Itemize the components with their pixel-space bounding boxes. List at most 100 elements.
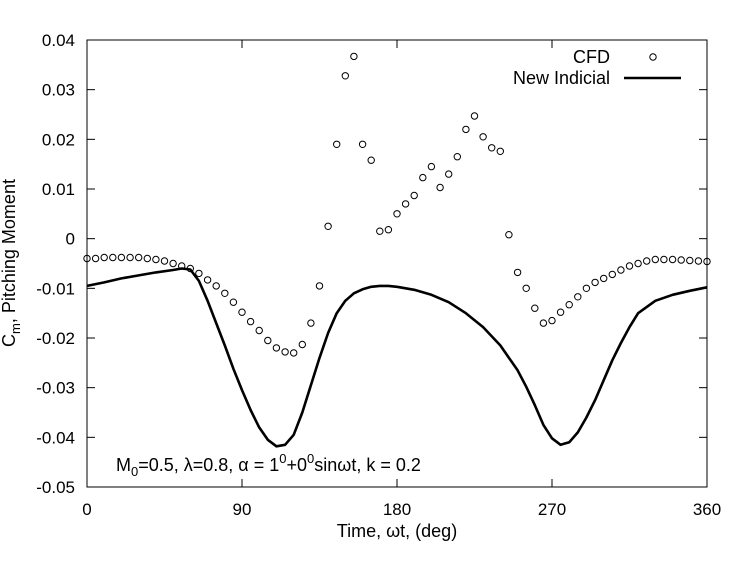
series-line-new-indicial bbox=[86, 267, 708, 448]
cfd-point bbox=[298, 340, 306, 349]
cfd-point bbox=[522, 284, 530, 292]
cfd-point bbox=[358, 140, 367, 149]
cfd-point bbox=[548, 316, 556, 325]
cfd-point bbox=[341, 72, 349, 80]
cfd-point bbox=[264, 336, 272, 345]
cfd-point bbox=[238, 308, 246, 316]
annotation-sup-2: 0 bbox=[307, 451, 314, 466]
y-axis-title-rest: , Pitching Moment bbox=[0, 179, 19, 323]
cfd-point bbox=[488, 144, 496, 152]
cfd-point bbox=[427, 162, 436, 171]
cfd-point bbox=[376, 227, 384, 235]
cfd-point bbox=[160, 257, 169, 265]
y-axis-title-main: C bbox=[0, 334, 19, 347]
cfd-point bbox=[203, 276, 212, 284]
cfd-point bbox=[212, 282, 220, 290]
cfd-point bbox=[600, 274, 608, 283]
legend: CFD New Indicial bbox=[513, 47, 681, 88]
legend-label-new-indicial: New Indicial bbox=[513, 68, 610, 88]
cfd-point bbox=[445, 170, 453, 178]
cfd-point bbox=[143, 254, 152, 263]
cfd-point bbox=[470, 112, 479, 120]
cfd-point bbox=[703, 257, 711, 266]
y-axis-title-sub: m bbox=[8, 323, 23, 334]
cfd-point bbox=[350, 52, 358, 61]
x-axis-ticks: 0 90 180 270 360 bbox=[82, 40, 721, 519]
chart-annotation: M0=0.5, λ=0.8, α = 10+00sinωt, k = 0.2 bbox=[116, 451, 421, 479]
annotation-sub-1: 0 bbox=[131, 464, 138, 479]
cfd-point bbox=[135, 253, 143, 262]
cfd-point bbox=[505, 231, 513, 239]
x-tick-label: 360 bbox=[693, 500, 721, 519]
cfd-point bbox=[333, 140, 341, 149]
cfd-point bbox=[178, 262, 186, 270]
legend-label-cfd: CFD bbox=[573, 47, 610, 67]
cfd-point bbox=[582, 284, 591, 292]
cfd-point bbox=[436, 183, 444, 192]
y-tick-label: 0.01 bbox=[42, 180, 75, 199]
series-markers-cfd bbox=[83, 52, 711, 357]
cfd-point bbox=[496, 147, 504, 156]
cfd-point bbox=[169, 259, 177, 268]
cfd-point bbox=[677, 256, 685, 264]
y-tick-label: 0 bbox=[66, 230, 75, 249]
x-tick-label: 270 bbox=[538, 500, 566, 519]
y-tick-label: 0.02 bbox=[42, 130, 75, 149]
cfd-point bbox=[634, 259, 642, 268]
cfd-point bbox=[617, 266, 625, 274]
cfd-point bbox=[625, 262, 634, 270]
y-tick-label: -0.01 bbox=[36, 279, 75, 298]
cfd-point bbox=[367, 156, 375, 164]
y-tick-label: -0.02 bbox=[36, 329, 75, 348]
cfd-point bbox=[556, 308, 565, 316]
legend-marker-cfd bbox=[649, 53, 657, 61]
cfd-point bbox=[513, 268, 522, 277]
y-tick-label: -0.03 bbox=[36, 379, 75, 398]
cfd-point bbox=[591, 278, 599, 287]
annotation-part-2: =0.5, λ=0.8, α = 1 bbox=[138, 455, 279, 475]
cfd-point bbox=[152, 255, 160, 264]
cfd-point bbox=[126, 253, 134, 262]
cfd-point bbox=[539, 319, 548, 327]
cfd-point bbox=[290, 349, 298, 357]
x-axis-title: Time, ωt, (deg) bbox=[337, 521, 457, 541]
annotation-part-3: +0 bbox=[286, 455, 307, 475]
cfd-point bbox=[393, 210, 401, 218]
cfd-point bbox=[384, 226, 393, 234]
cfd-point bbox=[255, 326, 263, 335]
cfd-point bbox=[660, 255, 668, 264]
cfd-point bbox=[453, 153, 461, 161]
cfd-point bbox=[651, 255, 659, 264]
cfd-point bbox=[109, 253, 117, 262]
x-tick-label: 0 bbox=[82, 500, 91, 519]
cfd-point bbox=[281, 348, 289, 356]
cfd-point bbox=[91, 254, 100, 263]
cfd-point bbox=[419, 173, 427, 182]
cfd-point bbox=[221, 289, 229, 297]
annotation-part-4: sinωt, k = 0.2 bbox=[314, 455, 421, 475]
cfd-point bbox=[686, 256, 694, 265]
cfd-point bbox=[246, 317, 255, 326]
cfd-point bbox=[479, 133, 487, 141]
cfd-point bbox=[574, 293, 582, 301]
y-tick-label: 0.04 bbox=[42, 31, 75, 50]
cfd-point bbox=[401, 200, 410, 208]
cfd-point bbox=[410, 191, 418, 200]
y-tick-label: -0.04 bbox=[36, 428, 75, 447]
cfd-point bbox=[643, 257, 651, 265]
y-tick-label: -0.05 bbox=[36, 478, 75, 497]
cfd-point bbox=[186, 264, 195, 273]
y-axis-ticks: -0.05 -0.04 -0.03 -0.02 -0.01 0 0.01 0.02 0.03 0.… bbox=[36, 31, 707, 497]
cfd-point bbox=[462, 125, 470, 134]
cfd-point bbox=[531, 304, 539, 312]
annotation-sup-1: 0 bbox=[279, 451, 286, 466]
cfd-point bbox=[668, 255, 677, 264]
x-tick-label: 90 bbox=[233, 500, 252, 519]
cfd-point bbox=[307, 319, 315, 327]
annotation-part-1: M bbox=[116, 455, 131, 475]
y-tick-label: 0.03 bbox=[42, 81, 75, 100]
y-axis-title: Cm, Pitching Moment bbox=[0, 179, 23, 347]
cfd-point bbox=[195, 269, 203, 278]
cfd-point bbox=[324, 222, 332, 231]
